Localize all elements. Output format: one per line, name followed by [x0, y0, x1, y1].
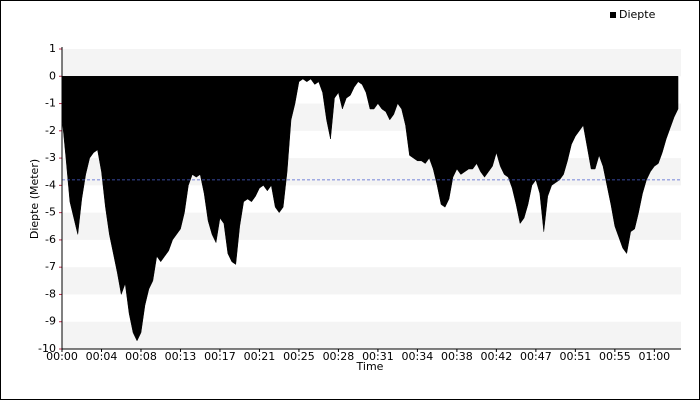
y-tick-label: -9: [45, 315, 56, 328]
legend-label: Diepte: [619, 8, 656, 21]
y-tick-label: -2: [45, 124, 56, 137]
x-tick-label: 00:08: [125, 350, 157, 363]
x-tick-label: 00:28: [323, 350, 355, 363]
y-axis-label: Diepte (Meter): [28, 159, 41, 239]
y-tick-label: -6: [45, 233, 56, 246]
x-tick-label: 00:31: [362, 350, 394, 363]
x-tick-label: 00:00: [46, 350, 78, 363]
x-tick-label: 00:17: [204, 350, 236, 363]
y-tick-label: 0: [49, 69, 56, 82]
grid-band: [62, 267, 681, 295]
x-tick-label: 00:04: [86, 350, 118, 363]
area: [61, 76, 679, 342]
grid-band: [62, 321, 681, 349]
y-tick-label: -1: [45, 97, 56, 110]
x-axis-label: Time: [356, 360, 384, 373]
y-tick-label: -10: [38, 342, 56, 355]
x-tick-label: 00:21: [244, 350, 276, 363]
y-tick-label: -3: [45, 151, 56, 164]
legend-swatch: [610, 12, 616, 18]
x-tick-label: 00:55: [599, 350, 631, 363]
x-tick-label: 00:25: [283, 350, 315, 363]
x-tick-label: 00:34: [402, 350, 434, 363]
y-tick-label: -4: [45, 178, 56, 191]
grid-band: [62, 49, 681, 77]
y-tick-label: 1: [49, 42, 56, 55]
x-tick-label: 00:51: [560, 350, 592, 363]
x-tick-label: 00:38: [441, 350, 473, 363]
y-tick-label: -5: [45, 206, 56, 219]
y-tick-label: -8: [45, 287, 56, 300]
x-tick-label: 00:13: [165, 350, 197, 363]
y-tick-label: -7: [45, 260, 56, 273]
x-tick-label: 01:00: [638, 350, 670, 363]
x-tick-label: 00:47: [520, 350, 552, 363]
x-tick-label: 00:42: [481, 350, 513, 363]
